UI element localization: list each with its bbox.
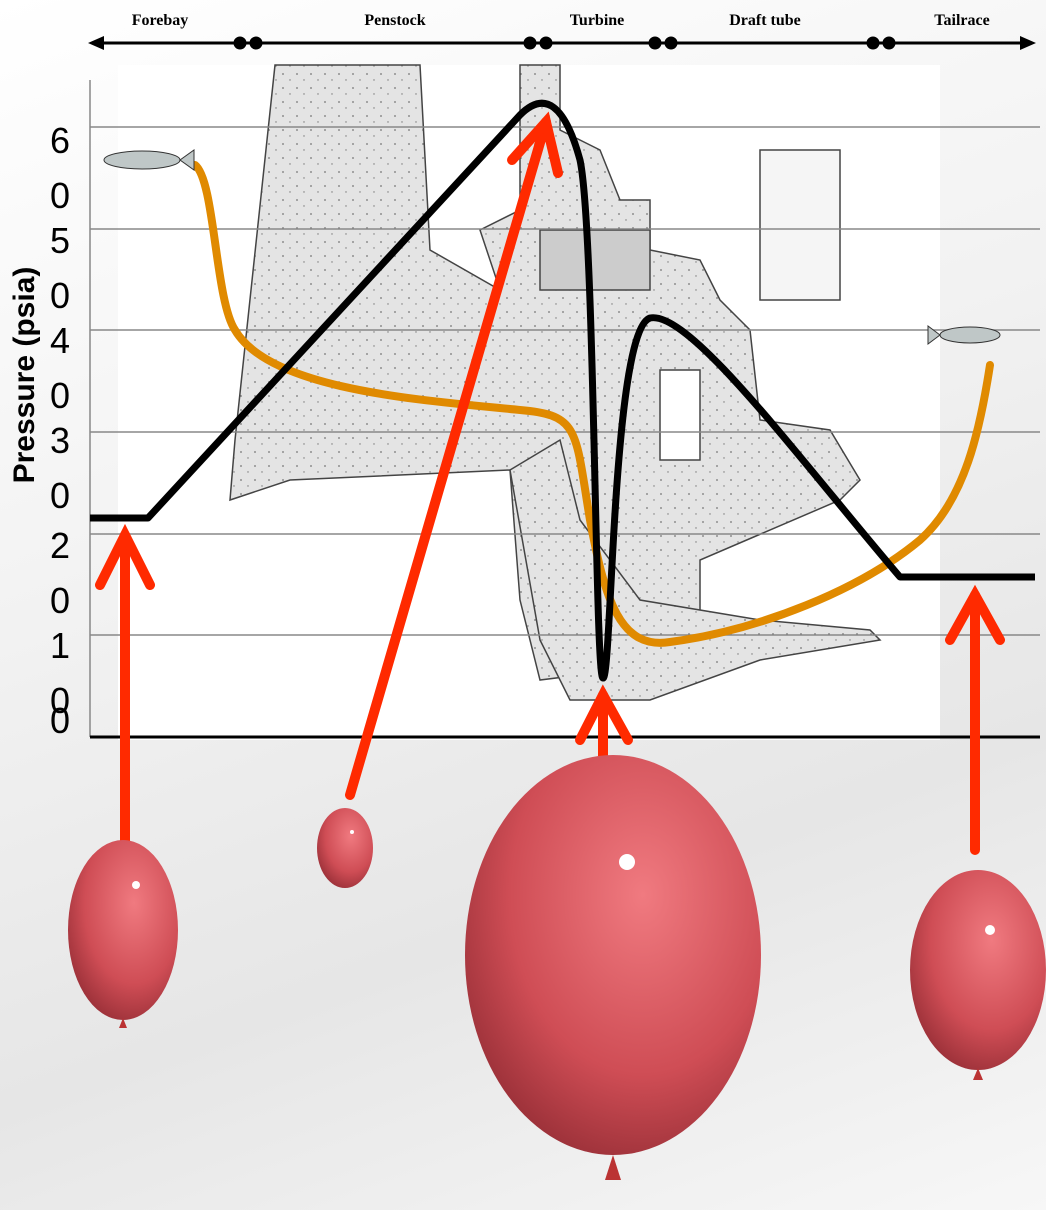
y-tick-label: 0 — [47, 693, 73, 748]
y-tick-label: 20 — [47, 518, 73, 628]
section-label: Tailrace — [934, 12, 989, 30]
section-label: Turbine — [570, 12, 625, 30]
balloons — [68, 755, 1046, 1180]
y-tick-label: 50 — [47, 213, 73, 323]
y-axis-label: Pressure (psia) — [8, 267, 42, 484]
diagram — [0, 0, 1046, 1210]
section-label: Forebay — [132, 12, 189, 30]
section-label: Penstock — [364, 12, 425, 30]
slide: Forebay Penstock Turbine Draft tube Tail… — [0, 0, 1046, 1210]
y-tick-label: 60 — [47, 113, 73, 223]
y-tick-label: 30 — [47, 413, 73, 523]
section-arrows — [88, 36, 1036, 50]
section-label: Draft tube — [729, 12, 801, 30]
y-tick-label: 40 — [47, 313, 73, 423]
